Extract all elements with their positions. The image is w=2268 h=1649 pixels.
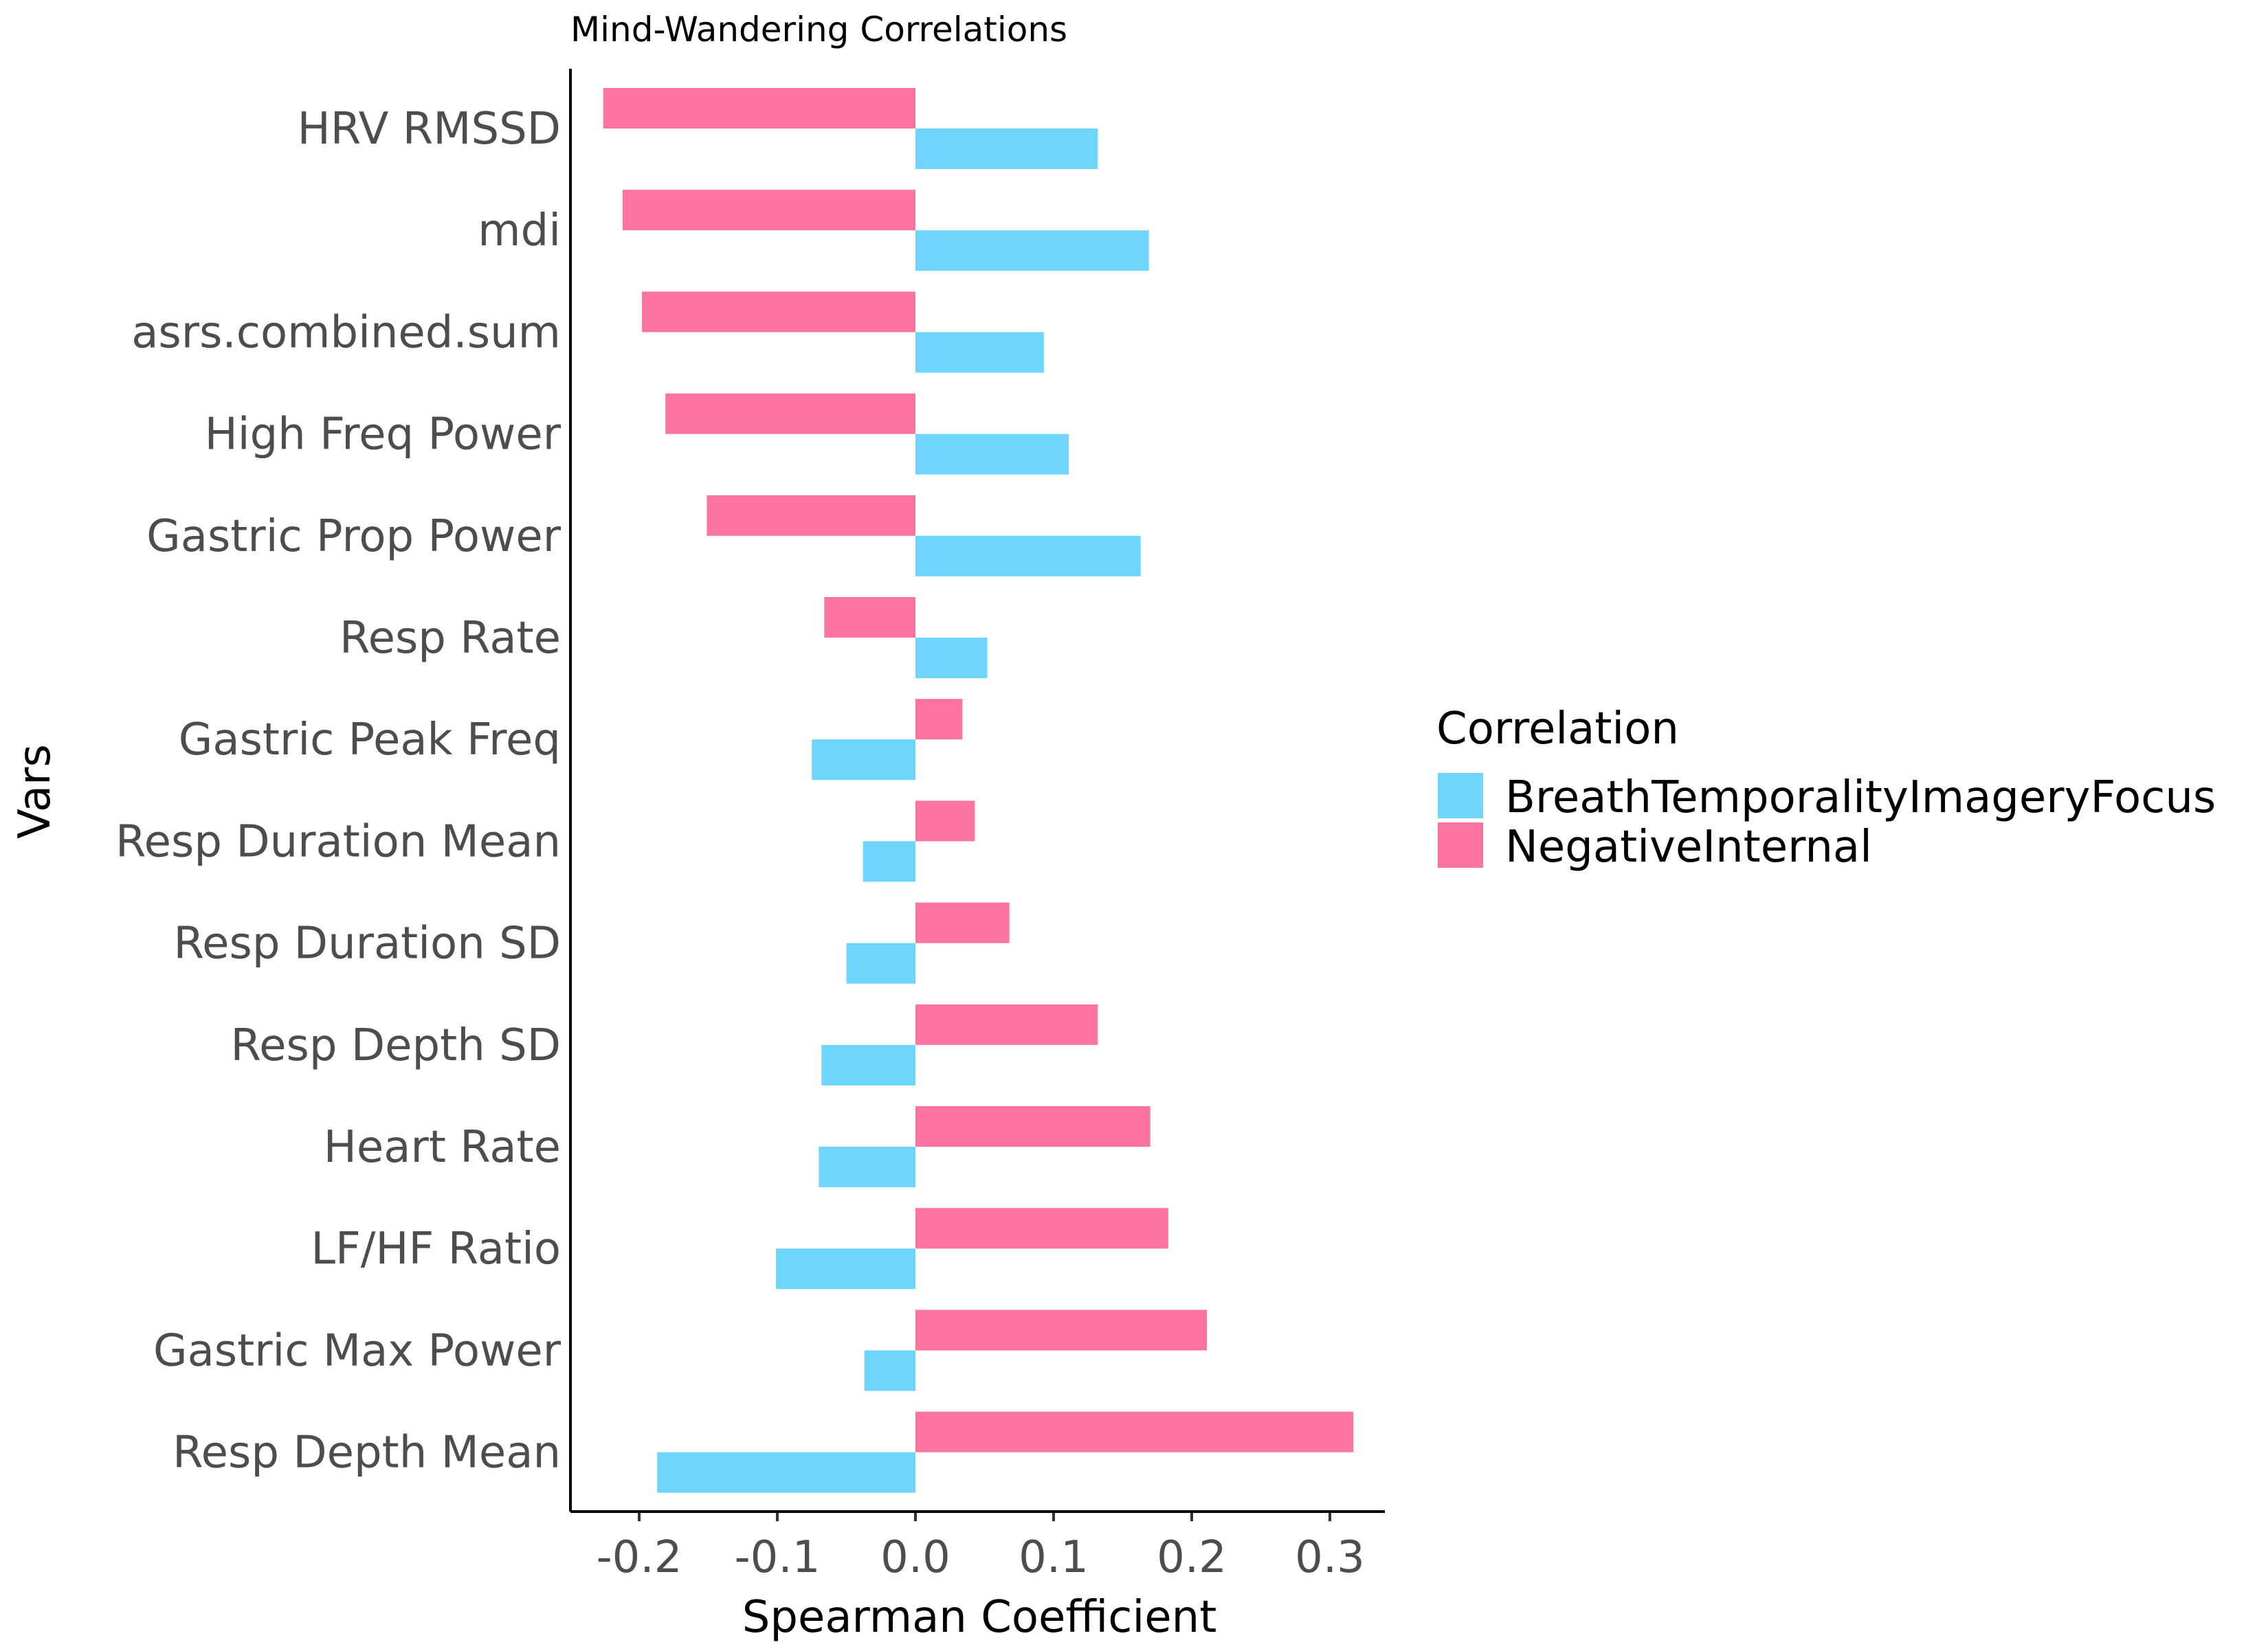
legend-title: Correlation xyxy=(1436,704,1679,754)
bar-negativeinternal-gastric-peak-freq xyxy=(915,699,963,740)
bar-breathtemporalityimageryfocus-heart-rate xyxy=(819,1147,915,1187)
x-tick-label: 0.2 xyxy=(1157,1532,1227,1583)
bar-negativeinternal-heart-rate xyxy=(915,1106,1150,1147)
category-label-resp-duration-mean: Resp Duration Mean xyxy=(115,816,561,867)
bar-negativeinternal-high-freq-power xyxy=(665,393,915,434)
chart-title: Mind-Wandering Correlations xyxy=(570,10,1067,49)
bar-breathtemporalityimageryfocus-resp-depth-sd xyxy=(821,1044,915,1086)
bar-breathtemporalityimageryfocus-gastric-peak-freq xyxy=(812,739,915,781)
category-label-asrs-combined-sum: asrs.combined.sum xyxy=(131,307,561,358)
legend-key-breath xyxy=(1438,773,1483,818)
category-label-gastric-peak-freq: Gastric Peak Freq xyxy=(179,715,561,765)
bar-negativeinternal-gastric-prop-power xyxy=(707,495,915,536)
bar-breathtemporalityimageryfocus-asrs-combined-sum xyxy=(915,332,1044,373)
bar-negativeinternal-asrs-combined-sum xyxy=(642,291,915,333)
bar-breathtemporalityimageryfocus-gastric-prop-power xyxy=(915,535,1141,576)
y-axis-title: Vars xyxy=(10,744,60,839)
bar-breathtemporalityimageryfocus-lf-hf-ratio xyxy=(775,1248,915,1290)
bar-negativeinternal-resp-depth-sd xyxy=(915,1004,1098,1045)
bar-negativeinternal-resp-duration-mean xyxy=(915,800,975,842)
bar-breathtemporalityimageryfocus-mdi xyxy=(915,230,1149,271)
category-label-resp-depth-mean: Resp Depth Mean xyxy=(173,1428,561,1479)
bar-negativeinternal-mdi xyxy=(622,190,915,231)
category-label-resp-rate: Resp Rate xyxy=(340,613,561,664)
category-label-gastric-max-power: Gastric Max Power xyxy=(153,1325,562,1376)
category-label-resp-depth-sd: Resp Depth SD xyxy=(231,1020,561,1071)
category-labels: HRV RMSSD mdi asrs.combined.sum High Freq P… xyxy=(115,104,562,1479)
bar-negativeinternal-lf-hf-ratio xyxy=(915,1208,1168,1249)
category-label-high-freq-power: High Freq Power xyxy=(205,410,562,460)
bar-breathtemporalityimageryfocus-resp-duration-mean xyxy=(863,841,915,882)
x-tick-label: -0.1 xyxy=(735,1532,821,1583)
category-label-gastric-prop-power: Gastric Prop Power xyxy=(146,511,562,562)
category-label-resp-duration-sd: Resp Duration SD xyxy=(174,919,562,969)
x-tick-label: 0.0 xyxy=(880,1532,950,1583)
bar-breathtemporalityimageryfocus-resp-depth-mean xyxy=(657,1452,915,1493)
bar-negativeinternal-resp-duration-sd xyxy=(915,902,1010,943)
bar-breathtemporalityimageryfocus-high-freq-power xyxy=(915,434,1069,475)
category-label-hrv-rmssd: HRV RMSSD xyxy=(298,104,561,155)
bar-breathtemporalityimageryfocus-gastric-max-power xyxy=(864,1350,915,1391)
x-tick-label: 0.3 xyxy=(1295,1532,1365,1583)
x-tick-label: 0.1 xyxy=(1019,1532,1089,1583)
bar-breathtemporalityimageryfocus-resp-rate xyxy=(915,638,988,678)
x-tick-label: -0.2 xyxy=(597,1532,682,1583)
bars-group xyxy=(603,88,1354,1493)
bar-negativeinternal-resp-rate xyxy=(824,597,915,638)
bar-breathtemporalityimageryfocus-resp-duration-sd xyxy=(846,943,915,984)
category-label-mdi: mdi xyxy=(478,205,561,256)
bar-negativeinternal-resp-depth-mean xyxy=(915,1411,1354,1452)
category-label-lf-hf-ratio: LF/HF Ratio xyxy=(311,1224,561,1275)
legend-key-negative xyxy=(1438,822,1483,868)
x-axis-title: Spearman Coefficient xyxy=(742,1592,1217,1643)
bar-breathtemporalityimageryfocus-hrv-rmssd xyxy=(915,128,1098,169)
x-ticks: -0.2 -0.1 0.0 0.1 0.2 0.3 xyxy=(597,1512,1365,1583)
bar-negativeinternal-hrv-rmssd xyxy=(603,88,915,128)
category-label-heart-rate: Heart Rate xyxy=(324,1122,561,1173)
legend-label-breath: BreathTemporalityImageryFocus xyxy=(1505,772,2216,823)
legend-label-negative: NegativeInternal xyxy=(1505,822,1872,873)
bar-negativeinternal-gastric-max-power xyxy=(915,1310,1208,1351)
legend: Correlation BreathTemporalityImageryFocu… xyxy=(1436,704,2216,873)
